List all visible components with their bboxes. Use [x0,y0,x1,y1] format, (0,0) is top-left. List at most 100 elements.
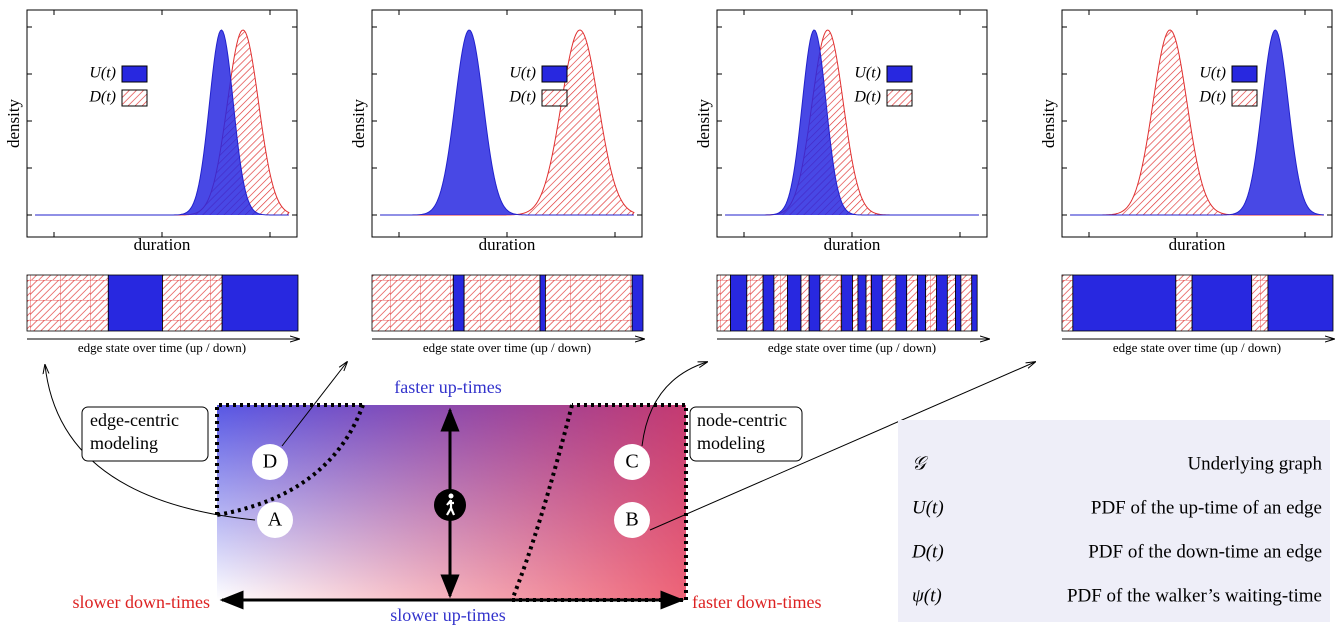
up-segment [971,274,978,332]
down-density [725,29,979,216]
panels: density duration U(t) D(t) edge state over t… [4,9,1334,355]
down-segment [463,274,541,332]
x-label: duration [134,235,191,254]
up-segment [452,274,465,332]
down-segment [865,274,872,332]
down-segment [1061,274,1074,332]
up-segment [539,274,546,332]
description: Underlying graph [1187,453,1322,474]
x-label: duration [1169,235,1226,254]
up-segment [895,274,908,332]
up-segment [1267,274,1334,332]
symbol: ψ(t) [912,585,942,606]
down-density [380,29,635,216]
legend-table: 𝒢 Underlying graph U(t) PDF of the up-time … [898,420,1330,622]
y-label: density [694,98,713,148]
point-label: C [625,451,638,473]
down-segment [906,274,918,332]
legend-swatch [1231,65,1258,83]
down-segment [545,274,633,332]
down-segment [852,274,859,332]
panel: density duration U(t) D(t) edge state over t… [349,9,644,355]
legend-label: U(t) [1199,65,1226,82]
walker-icon [434,489,466,521]
edge-label: modeling [90,433,158,453]
legend-label: D(t) [508,89,536,106]
down-segment [925,274,937,332]
node-label: node-centric [697,410,787,430]
y-label: density [1039,98,1058,148]
legend-label: U(t) [854,65,881,82]
timeline-label: edge state over time (up / down) [768,340,936,355]
point [614,502,650,538]
down-segment [746,274,764,332]
timeline-label: edge state over time (up / down) [423,340,591,355]
map: edge-centric modeling node-centric model… [45,362,1035,625]
up-segment [762,274,775,332]
legend-swatch [541,89,568,107]
up-segment [936,274,948,332]
arrow-d [281,362,347,447]
arrow-b [649,362,1035,531]
down-segment [716,274,731,332]
timeline-label: edge state over time (up / down) [78,340,246,355]
left-label: slower down-times [73,592,210,612]
x-label: duration [479,235,536,254]
up-segment [955,274,962,332]
up-density [1070,29,1324,216]
point-label: B [625,509,638,531]
up-segment [808,274,821,332]
legend-swatch [121,65,148,83]
arrow-c [641,362,707,447]
point [257,502,293,538]
up-segment [917,274,927,332]
down-density [35,29,290,216]
point [252,444,288,480]
down-segment [800,274,810,332]
up-segment [631,274,644,332]
node-box [689,406,803,462]
edge-region [215,403,365,517]
up-segment [1191,274,1253,332]
up-segment [221,274,299,332]
bottom-label: slower up-times [390,605,505,625]
legend-label: U(t) [509,65,536,82]
up-segment [787,274,802,332]
down-segment [1175,274,1193,332]
panel: density duration U(t) D(t) edge state over t… [694,9,989,355]
up-segment [871,274,883,332]
panel: density duration U(t) D(t) edge state over t… [1039,9,1334,355]
legend-swatch [121,89,148,107]
edge-label: edge-centric [90,410,179,430]
down-segment [371,274,454,332]
node-label: modeling [697,433,765,453]
down-segment [881,274,897,332]
point [614,444,650,480]
legend-swatch [886,65,913,83]
description: PDF of the down-time an edge [1088,541,1322,562]
down-segment [819,274,843,332]
legend-label: D(t) [88,89,116,106]
x-label: duration [824,235,881,254]
up-segment [107,274,163,332]
down-segment [773,274,788,332]
y-label: density [4,98,23,148]
down-segment [946,274,956,332]
legend-label: D(t) [1198,89,1226,106]
up-segment [857,274,867,332]
edge-box [81,406,209,462]
up-segment [1072,274,1177,332]
legend-swatch [541,65,568,83]
up-density [35,29,289,216]
down-segment [162,274,223,332]
point-label: A [268,509,283,531]
symbol: D(t) [911,541,944,562]
top-label: faster up-times [394,377,501,397]
panel: density duration U(t) D(t) edge state over t… [4,9,299,355]
up-segment [730,274,748,332]
legend-swatch [1231,89,1258,107]
up-density [725,29,979,216]
down-segment [960,274,973,332]
up-segment [841,274,853,332]
